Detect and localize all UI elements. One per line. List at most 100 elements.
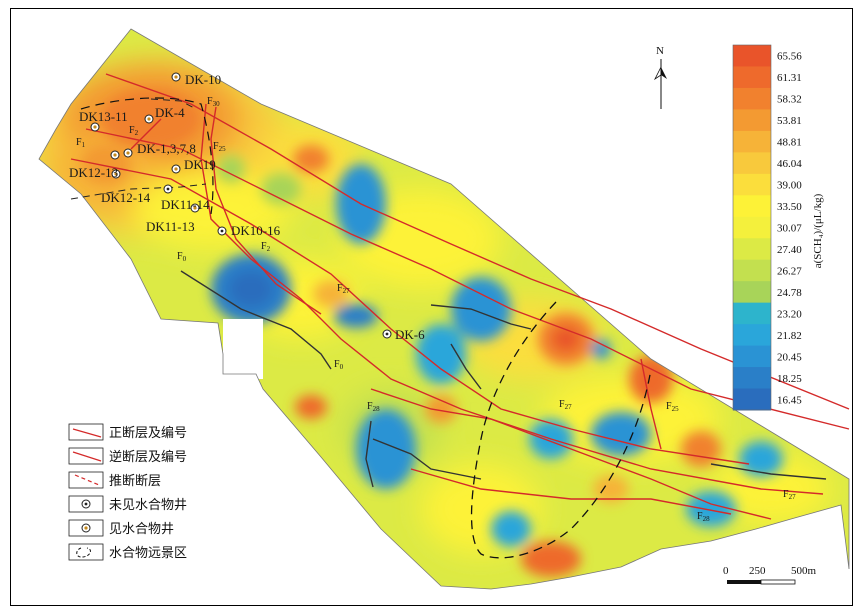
well-label: DK11-14 bbox=[161, 197, 210, 212]
legend-hydrate-well: 见水合物井 bbox=[68, 519, 174, 537]
colorbar-tick-label: 53.81 bbox=[777, 115, 802, 127]
well-label: DK12-13 bbox=[69, 165, 118, 180]
well-marker bbox=[123, 148, 133, 158]
colorbar-frame bbox=[732, 44, 772, 411]
colorbar-title: a(SCH₄)/(μL/kg) bbox=[812, 193, 824, 268]
well-marker bbox=[110, 150, 120, 160]
study-area-boundary bbox=[38, 28, 850, 590]
well-marker bbox=[171, 72, 181, 82]
colorbar-tick-label: 61.31 bbox=[777, 72, 802, 84]
well-marker bbox=[163, 184, 173, 194]
colorbar-tick-label: 39.00 bbox=[777, 180, 802, 192]
fault-label: F1 bbox=[76, 137, 86, 149]
colorbar-swatch bbox=[733, 302, 771, 325]
scale-bar: 0 250 500m bbox=[723, 565, 817, 585]
legend-label: 未见水合物井 bbox=[109, 498, 187, 513]
fault-label: F28 bbox=[697, 511, 710, 523]
legend-reverse-fault: 逆断层及编号 bbox=[68, 447, 187, 465]
scale-label: 500m bbox=[791, 565, 817, 577]
well-marker bbox=[90, 122, 100, 132]
legend-no-hydrate-well: 未见水合物井 bbox=[68, 495, 187, 513]
colorbar-swatch bbox=[733, 173, 771, 196]
well-label: DK11-13 bbox=[146, 219, 195, 234]
scale-label: 0 bbox=[723, 565, 729, 577]
well-marker bbox=[190, 203, 200, 213]
fault-label: F2 bbox=[261, 241, 271, 253]
well-marker bbox=[144, 114, 154, 124]
colorbar-swatch bbox=[733, 367, 771, 390]
colorbar-swatch bbox=[733, 388, 771, 411]
well-label: DK-4 bbox=[155, 105, 185, 120]
well-marker bbox=[171, 164, 181, 174]
colorbar-tick-label: 24.78 bbox=[777, 287, 802, 299]
fault-label: F28 bbox=[367, 401, 380, 413]
colorbar-swatch bbox=[733, 259, 771, 282]
well-marker bbox=[382, 329, 392, 339]
colorbar-swatch bbox=[733, 195, 771, 218]
north-label: N bbox=[656, 45, 664, 57]
colorbar-swatch bbox=[733, 345, 771, 368]
colorbar-tick-label: 46.04 bbox=[777, 158, 802, 170]
well-label: DK10-16 bbox=[231, 223, 281, 238]
fault-label: F25 bbox=[666, 401, 679, 413]
hydrate-prospect-area-north bbox=[80, 97, 214, 215]
fault-label: F27 bbox=[337, 283, 350, 295]
fault-lines bbox=[70, 73, 850, 520]
colorbar-swatch bbox=[733, 66, 771, 89]
well-label: DK-6 bbox=[395, 327, 425, 342]
fault-label: F27 bbox=[559, 399, 572, 411]
colorbar-tick-label: 21.82 bbox=[777, 330, 802, 342]
legend-prospect-area: 水合物远景区 bbox=[68, 543, 187, 561]
colorbar-tick-label: 26.27 bbox=[777, 265, 802, 277]
colorbar-tick-label: 27.40 bbox=[777, 244, 802, 256]
well-label: DK-1,3,7,8 bbox=[137, 141, 196, 156]
colorbar-swatch bbox=[733, 130, 771, 153]
fault-labels: F30 F2 F1 F25 F2 F0 F27 F0 F28 F27 F25 F… bbox=[76, 96, 796, 523]
colorbar-tick-label: 58.32 bbox=[777, 94, 802, 106]
map-canvas: DK-10 DK-4 DK13-11 DK-1,3,7,8 DK19 DK12-… bbox=[38, 28, 850, 590]
colorbar-tick-label: 30.07 bbox=[777, 223, 802, 235]
colorbar-swatch bbox=[733, 87, 771, 110]
scale-label: 250 bbox=[749, 565, 766, 577]
fault-label: F0 bbox=[177, 251, 187, 263]
colorbar-swatch bbox=[733, 324, 771, 347]
colorbar-tick-label: 18.25 bbox=[777, 373, 802, 385]
colorbar-tick-label: 65.56 bbox=[777, 51, 802, 63]
wells: DK-10 DK-4 DK13-11 DK-1,3,7,8 DK19 DK12-… bbox=[69, 72, 425, 342]
legend-label: 逆断层及编号 bbox=[109, 449, 187, 465]
well-label: DK-10 bbox=[185, 72, 221, 87]
colorbar: 65.56 61.31 58.32 53.81 48.81 46.04 39.00 33.50… bbox=[732, 44, 802, 411]
fault-label: F2 bbox=[129, 125, 139, 137]
fault-label: F0 bbox=[334, 359, 344, 371]
fault-label: F27 bbox=[783, 489, 796, 501]
fault-label: F25 bbox=[213, 141, 226, 153]
legend-label: 正断层及编号 bbox=[109, 426, 187, 441]
north-arrow: N bbox=[653, 45, 667, 109]
well-marker bbox=[217, 226, 227, 236]
well-label: DK12-14 bbox=[101, 190, 151, 205]
colorbar-swatch bbox=[733, 238, 771, 261]
colorbar-tick-label: 20.45 bbox=[777, 351, 802, 363]
colorbar-swatch bbox=[733, 152, 771, 175]
legend-label: 推断断层 bbox=[109, 474, 161, 489]
colorbar-tick-label: 33.50 bbox=[777, 201, 802, 213]
colorbar-tick-label: 48.81 bbox=[777, 137, 802, 149]
map-frame: DK-10 DK-4 DK13-11 DK-1,3,7,8 DK19 DK12-… bbox=[10, 8, 853, 606]
fault-label: F30 bbox=[207, 96, 220, 108]
well-label: DK19 bbox=[184, 157, 216, 172]
colorbar-swatch bbox=[733, 109, 771, 132]
well-label: DK13-11 bbox=[79, 109, 128, 124]
colorbar-swatch bbox=[733, 45, 771, 67]
legend-label: 见水合物井 bbox=[109, 522, 174, 537]
contour-heatmap bbox=[39, 29, 849, 589]
legend-normal-fault: 正断层及编号 bbox=[68, 423, 187, 441]
hydrate-prospect-area bbox=[470, 301, 652, 559]
colorbar-tick-label: 16.45 bbox=[777, 394, 802, 406]
colorbar-tick-label: 23.20 bbox=[777, 308, 802, 320]
colorbar-swatch bbox=[733, 216, 771, 239]
legend: 正断层及编号 逆断层及编号 推断断层 未见水合物井 见水合物井 水合物远景区 bbox=[68, 423, 187, 561]
legend-inferred-fault: 推断断层 bbox=[68, 471, 161, 489]
colorbar-swatch bbox=[733, 281, 771, 304]
legend-label: 水合物远景区 bbox=[109, 546, 187, 561]
well-marker bbox=[111, 169, 121, 179]
